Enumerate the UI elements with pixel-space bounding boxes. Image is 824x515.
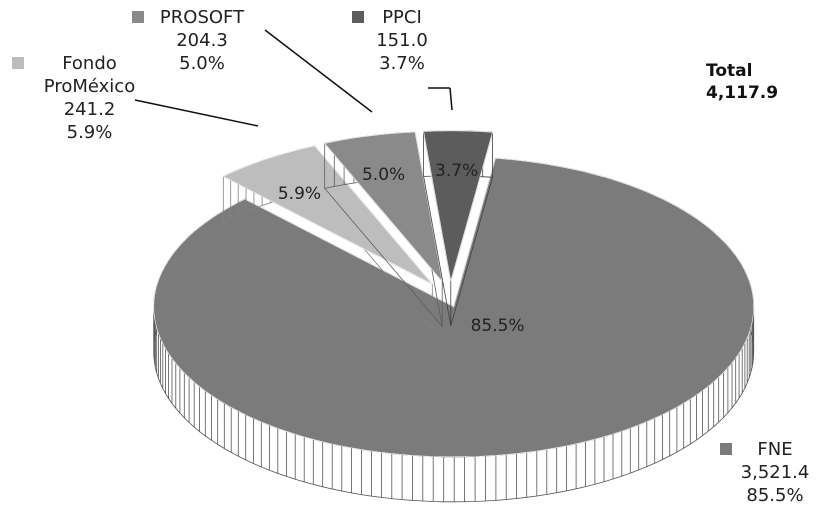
category-label: PPCI — [382, 7, 422, 28]
value-label: 241.2 — [63, 99, 116, 120]
slice-percentage: 5.9% — [278, 184, 321, 204]
label-prosoft: PROSOFT 204.3 5.0% — [132, 6, 252, 75]
legend-swatch — [132, 11, 144, 23]
total-title: Total — [706, 61, 753, 81]
value-label: 204.3 — [176, 30, 228, 51]
slice — [324, 131, 443, 283]
slice-percentage: 3.7% — [435, 161, 478, 181]
label-fondo: Fondo ProMéxico 241.2 5.9% — [12, 52, 147, 144]
slice-percentage: 85.5% — [471, 316, 525, 336]
legend-swatch — [12, 57, 24, 69]
total-value: 4,117.9 — [706, 83, 779, 103]
legend-swatch — [720, 443, 732, 455]
category-label: PROSOFT — [159, 7, 245, 28]
percentage-label: 5.0% — [179, 53, 225, 74]
percentage-label: 3.7% — [379, 53, 425, 74]
slice — [423, 130, 493, 281]
slice — [222, 145, 433, 285]
label-ppci: PPCI 151.0 3.7% — [352, 6, 432, 75]
legend-swatch — [352, 11, 364, 23]
percentage-label: 85.5% — [746, 485, 804, 506]
slice-percentage: 5.0% — [362, 165, 405, 185]
total-box: Total 4,117.9 — [706, 60, 778, 104]
category-label: Fondo ProMéxico — [43, 53, 136, 97]
value-label: 151.0 — [376, 30, 428, 51]
percentage-label: 5.9% — [66, 122, 113, 143]
leader-line — [264, 29, 373, 113]
slice — [153, 157, 755, 458]
leader-line — [134, 99, 259, 127]
label-fne: FNE 3,521.4 85.5% — [720, 438, 810, 507]
category-label: FNE — [757, 439, 793, 460]
leader-line — [449, 87, 453, 111]
value-label: 3,521.4 — [740, 462, 810, 483]
